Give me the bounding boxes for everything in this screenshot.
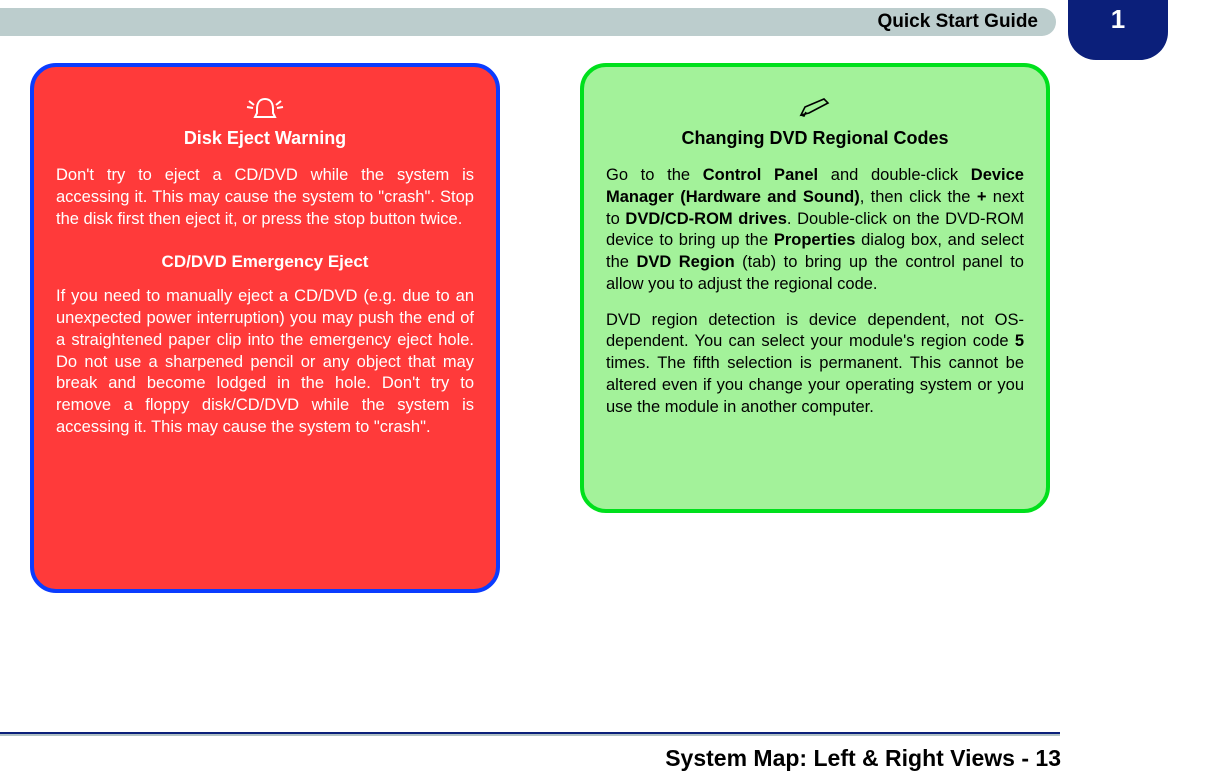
pencil-icon <box>606 91 1024 122</box>
warning-title-1: Disk Eject Warning <box>56 128 474 149</box>
note-title: Changing DVD Regional Codes <box>606 128 1024 149</box>
header-bar: Quick Start Guide <box>0 8 1056 36</box>
footer-title: System Map: Left & Right Views - 13 <box>665 745 1061 772</box>
alarm-icon <box>56 91 474 122</box>
chapter-tab: 1 <box>1068 0 1168 60</box>
note-body-2: DVD region detection is device dependent… <box>606 310 1024 419</box>
note-body-1: Go to the Control Panel and double-click… <box>606 165 1024 296</box>
footer-rule <box>0 732 1060 736</box>
warning-body-1: Don't try to eject a CD/DVD while the sy… <box>56 165 474 230</box>
warning-callout: Disk Eject Warning Don't try to eject a … <box>30 63 500 593</box>
warning-body-2: If you need to manually eject a CD/DVD (… <box>56 286 474 438</box>
note-callout: Changing DVD Regional Codes Go to the Co… <box>580 63 1050 513</box>
content-area: Disk Eject Warning Don't try to eject a … <box>30 63 1050 593</box>
chapter-number: 1 <box>1111 4 1125 35</box>
header-title: Quick Start Guide <box>878 11 1038 33</box>
warning-title-2: CD/DVD Emergency Eject <box>56 252 474 272</box>
